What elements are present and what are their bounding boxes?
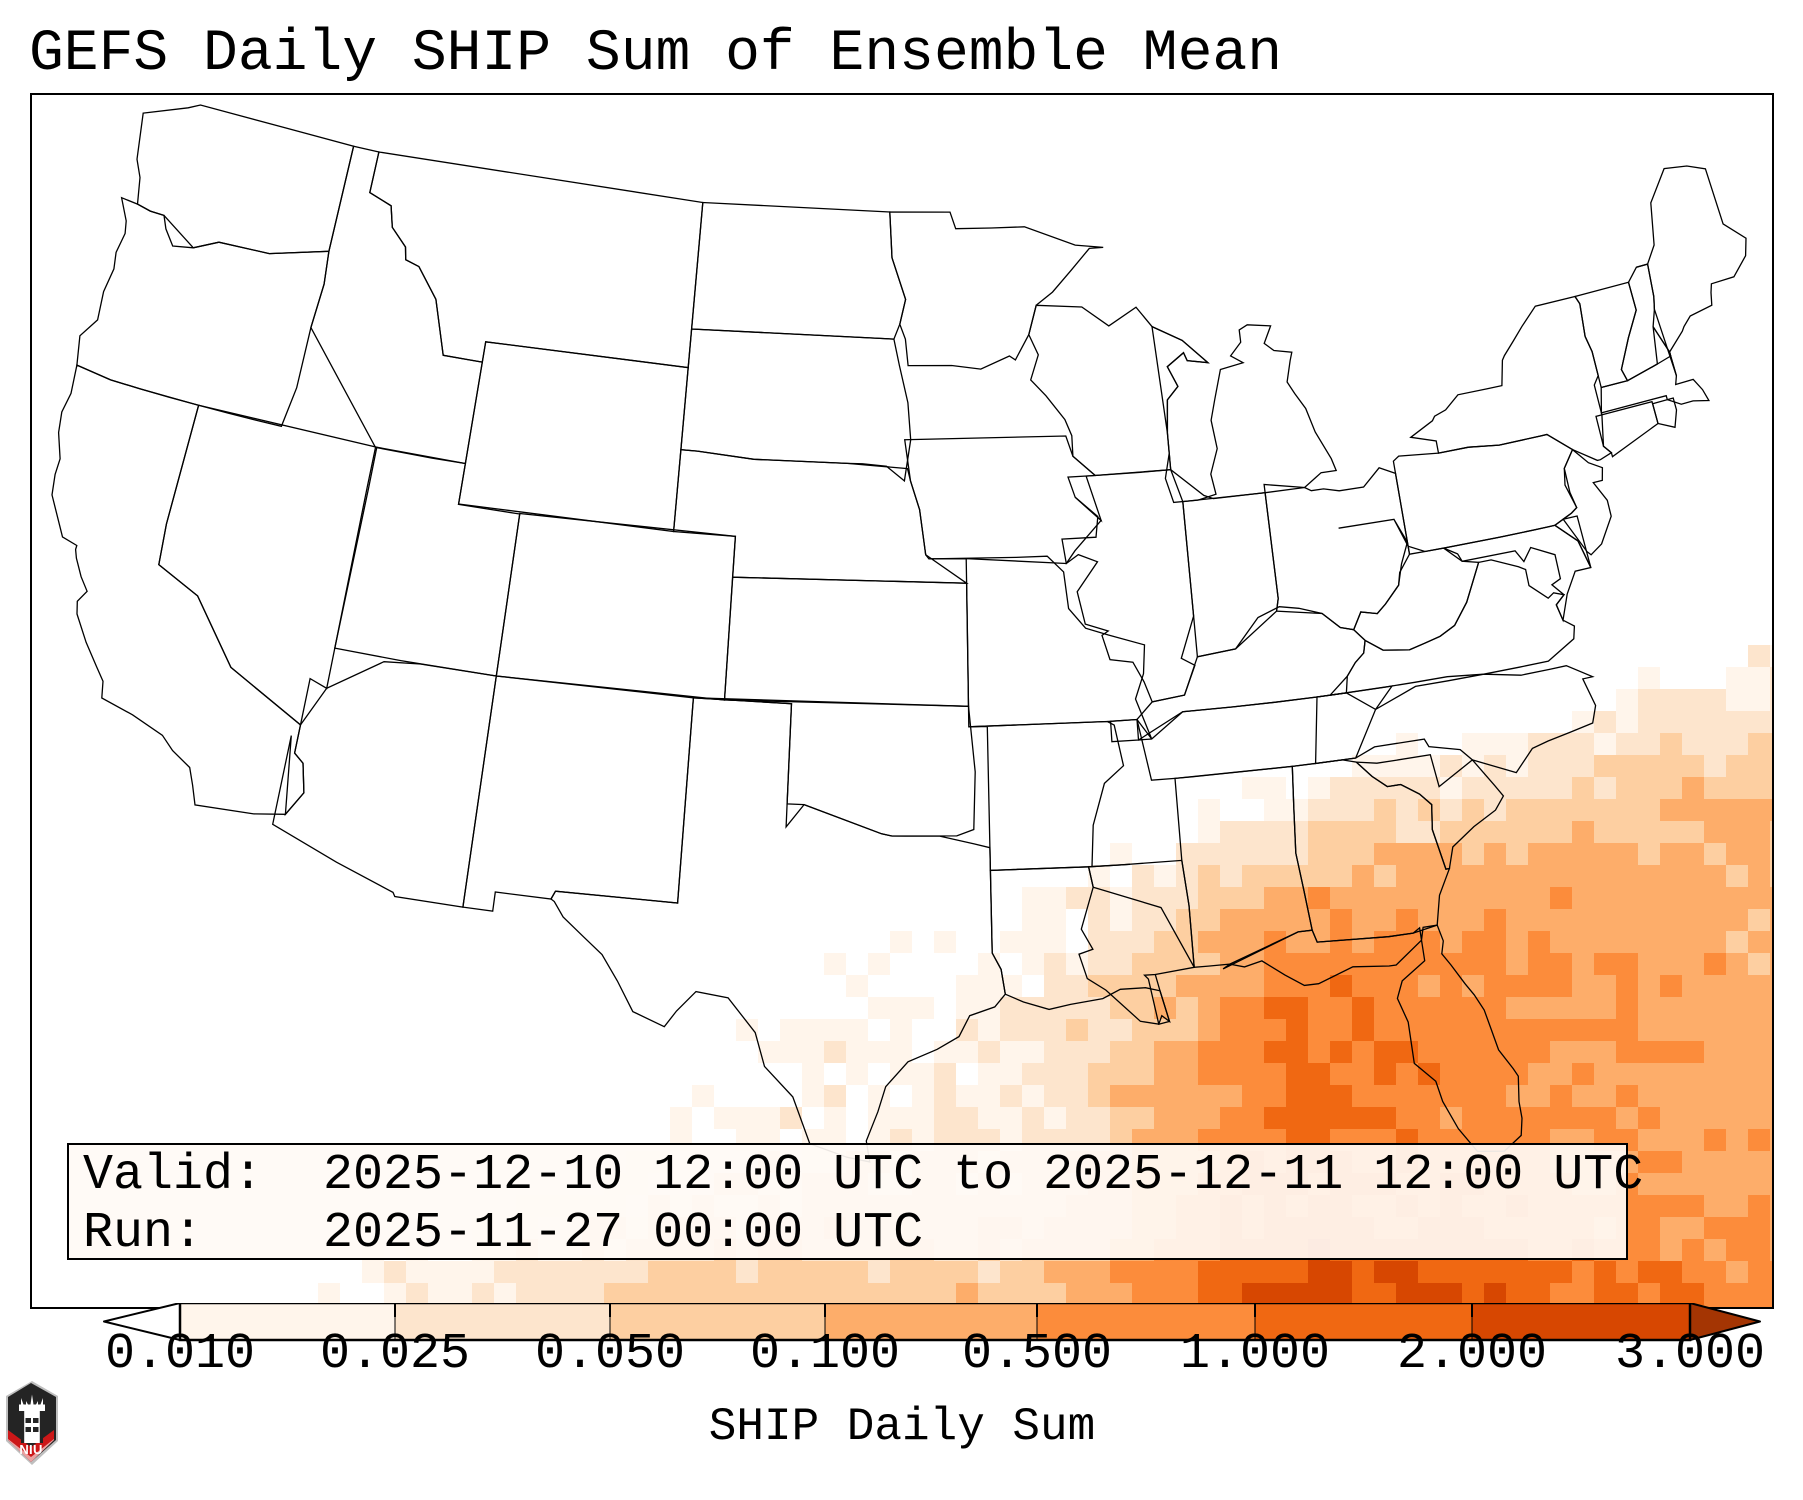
svg-text:NIU: NIU [19, 1442, 42, 1457]
